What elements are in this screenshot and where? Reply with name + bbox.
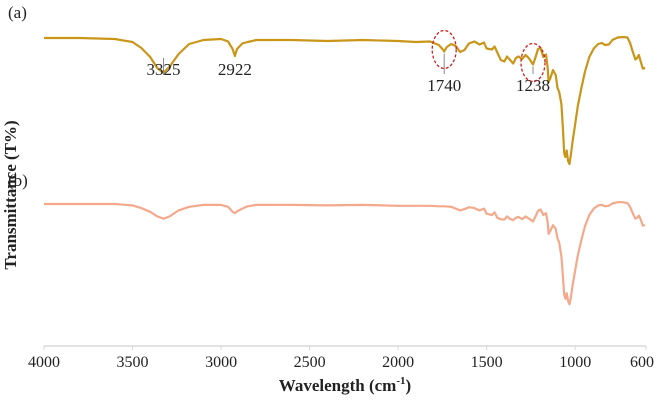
x-tick-label-1500: 1500 [471,354,503,371]
highlight-circle-1238 [520,42,546,83]
annotation-label-3325: 3325 [147,60,181,79]
series-layer [44,35,646,306]
annotation-layer: 3325 2922 1740 1238 [147,29,550,95]
x-tick-label-2500: 2500 [294,354,326,371]
annotation-label-1740: 1740 [427,76,461,95]
panel-label-b: (b) [8,171,28,190]
x-tick-label-2000: 2000 [382,354,414,371]
annotation-label-1238: 1238 [516,76,550,95]
x-axis-title: Wavelength (cm-1) [279,375,411,395]
y-axis-title: Transmittance (T%) [1,120,20,269]
x-tick-label-600: 600 [630,354,654,371]
annotation-label-2922: 2922 [218,60,252,79]
panel-label-a: (a) [8,3,27,22]
x-tick-label-4000: 4000 [28,354,60,371]
x-tick-labels: 4000 3500 3000 2500 2000 1500 1000 600 [28,346,654,371]
x-tick-label-3500: 3500 [117,354,149,371]
x-tick-label-1000: 1000 [559,354,591,371]
x-tick-label-3000: 3000 [205,354,237,371]
highlight-circle-1740 [431,29,457,70]
series-line-b [44,201,646,306]
series-line-a [44,35,646,166]
